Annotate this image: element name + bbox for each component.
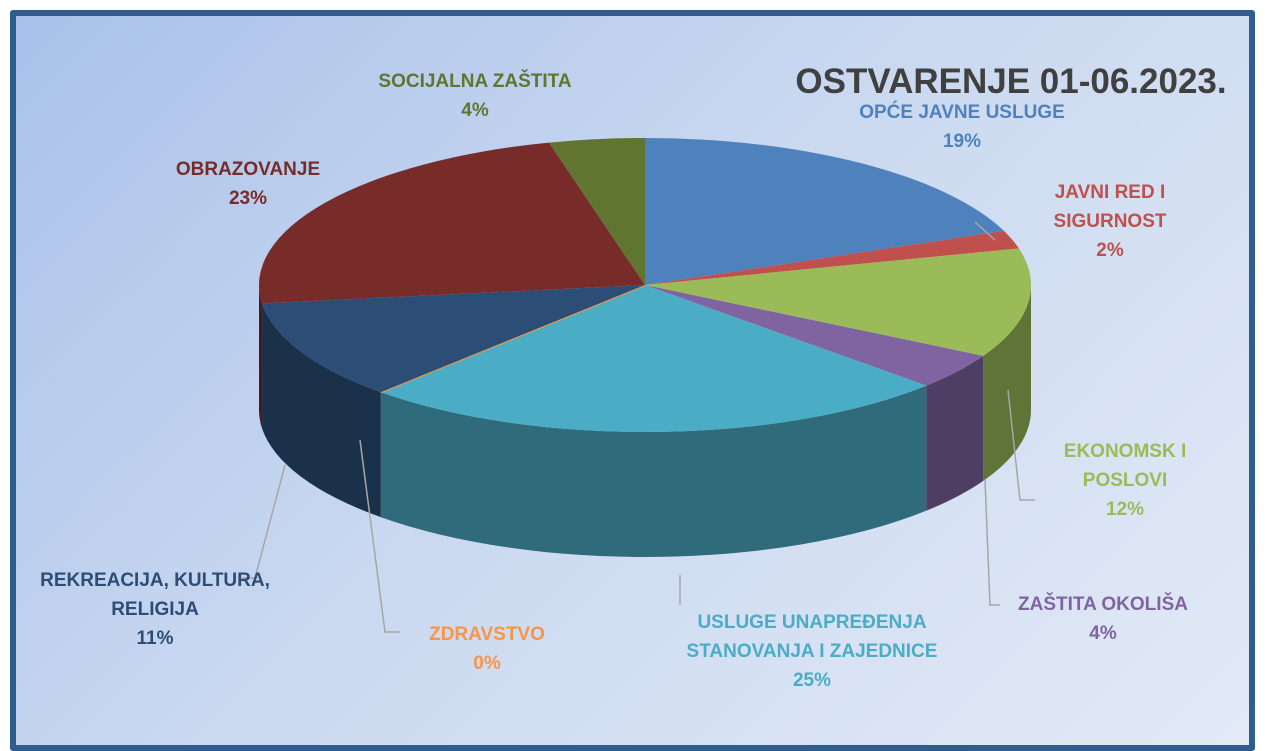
category-label: ZAŠTITA OKOLIŠA bbox=[1018, 594, 1188, 615]
leader-line bbox=[974, 221, 996, 241]
data-label: OBRAZOVANJE 23% bbox=[148, 155, 348, 213]
pie-slice bbox=[645, 248, 1031, 356]
pie-slice-side bbox=[259, 285, 263, 429]
value-label: 12% bbox=[1105, 499, 1145, 520]
data-label: EKONOMSK I POSLOVI 12% bbox=[1055, 437, 1195, 524]
leader-line bbox=[359, 439, 400, 633]
pie-slice bbox=[259, 142, 645, 304]
data-label: USLUGE UNAPREĐENJA STANOVANJA I ZAJEDNIC… bbox=[672, 608, 952, 695]
chart bbox=[242, 138, 1035, 633]
value-label: 19% bbox=[942, 131, 982, 152]
data-label: REKREACIJA, KULTURA, RELIGIJA 11% bbox=[40, 566, 270, 653]
data-label: ZDRAVSTVO 0% bbox=[407, 620, 567, 678]
category-label: SOCIJALNA ZAŠTITA bbox=[378, 71, 572, 92]
data-label: ZAŠTITA OKOLIŠA 4% bbox=[993, 590, 1213, 648]
pie-slice bbox=[380, 285, 927, 432]
data-label: SOCIJALNA ZAŠTITA 4% bbox=[355, 67, 595, 125]
category-label: OBRAZOVANJE bbox=[175, 159, 321, 180]
value-label: 0% bbox=[473, 653, 501, 674]
pie-slice bbox=[645, 138, 1004, 285]
value-label: 23% bbox=[228, 188, 268, 209]
pie-slice bbox=[262, 285, 645, 393]
pie-slice-side bbox=[380, 385, 927, 557]
value-label: 4% bbox=[461, 100, 489, 121]
category-label: REKREACIJA, KULTURA, RELIGIJA bbox=[40, 570, 270, 620]
chart-title: OSTVARENJE 01-06.2023. bbox=[795, 62, 1227, 101]
value-label: 11% bbox=[136, 628, 174, 649]
pie-slice bbox=[645, 230, 1019, 285]
chart-frame: OSTVARENJE 01-06.2023. OPĆE JAVNE USLUGE… bbox=[10, 10, 1255, 751]
pie-slice-side bbox=[926, 355, 984, 511]
value-label: 25% bbox=[792, 670, 832, 691]
value-label: 2% bbox=[1096, 240, 1124, 261]
category-label: JAVNI RED I SIGURNOST bbox=[1053, 182, 1167, 232]
value-label: 4% bbox=[1089, 623, 1117, 644]
leader-line bbox=[984, 479, 1000, 606]
data-label: OPĆE JAVNE USLUGE 19% bbox=[842, 98, 1082, 156]
pie-slice bbox=[645, 285, 984, 386]
leader-line bbox=[1007, 389, 1035, 501]
pie-slice-side bbox=[983, 285, 1031, 481]
pie-slice-side bbox=[262, 303, 381, 518]
leader-line bbox=[242, 464, 286, 579]
category-label: USLUGE UNAPREĐENJA STANOVANJA I ZAJEDNIC… bbox=[686, 612, 938, 662]
category-label: EKONOMSK I POSLOVI bbox=[1063, 441, 1187, 491]
category-label: OPĆE JAVNE USLUGE bbox=[859, 102, 1065, 123]
data-label: JAVNI RED I SIGURNOST 2% bbox=[1035, 178, 1185, 265]
pie-slice bbox=[549, 138, 645, 285]
category-label: ZDRAVSTVO bbox=[429, 624, 545, 645]
